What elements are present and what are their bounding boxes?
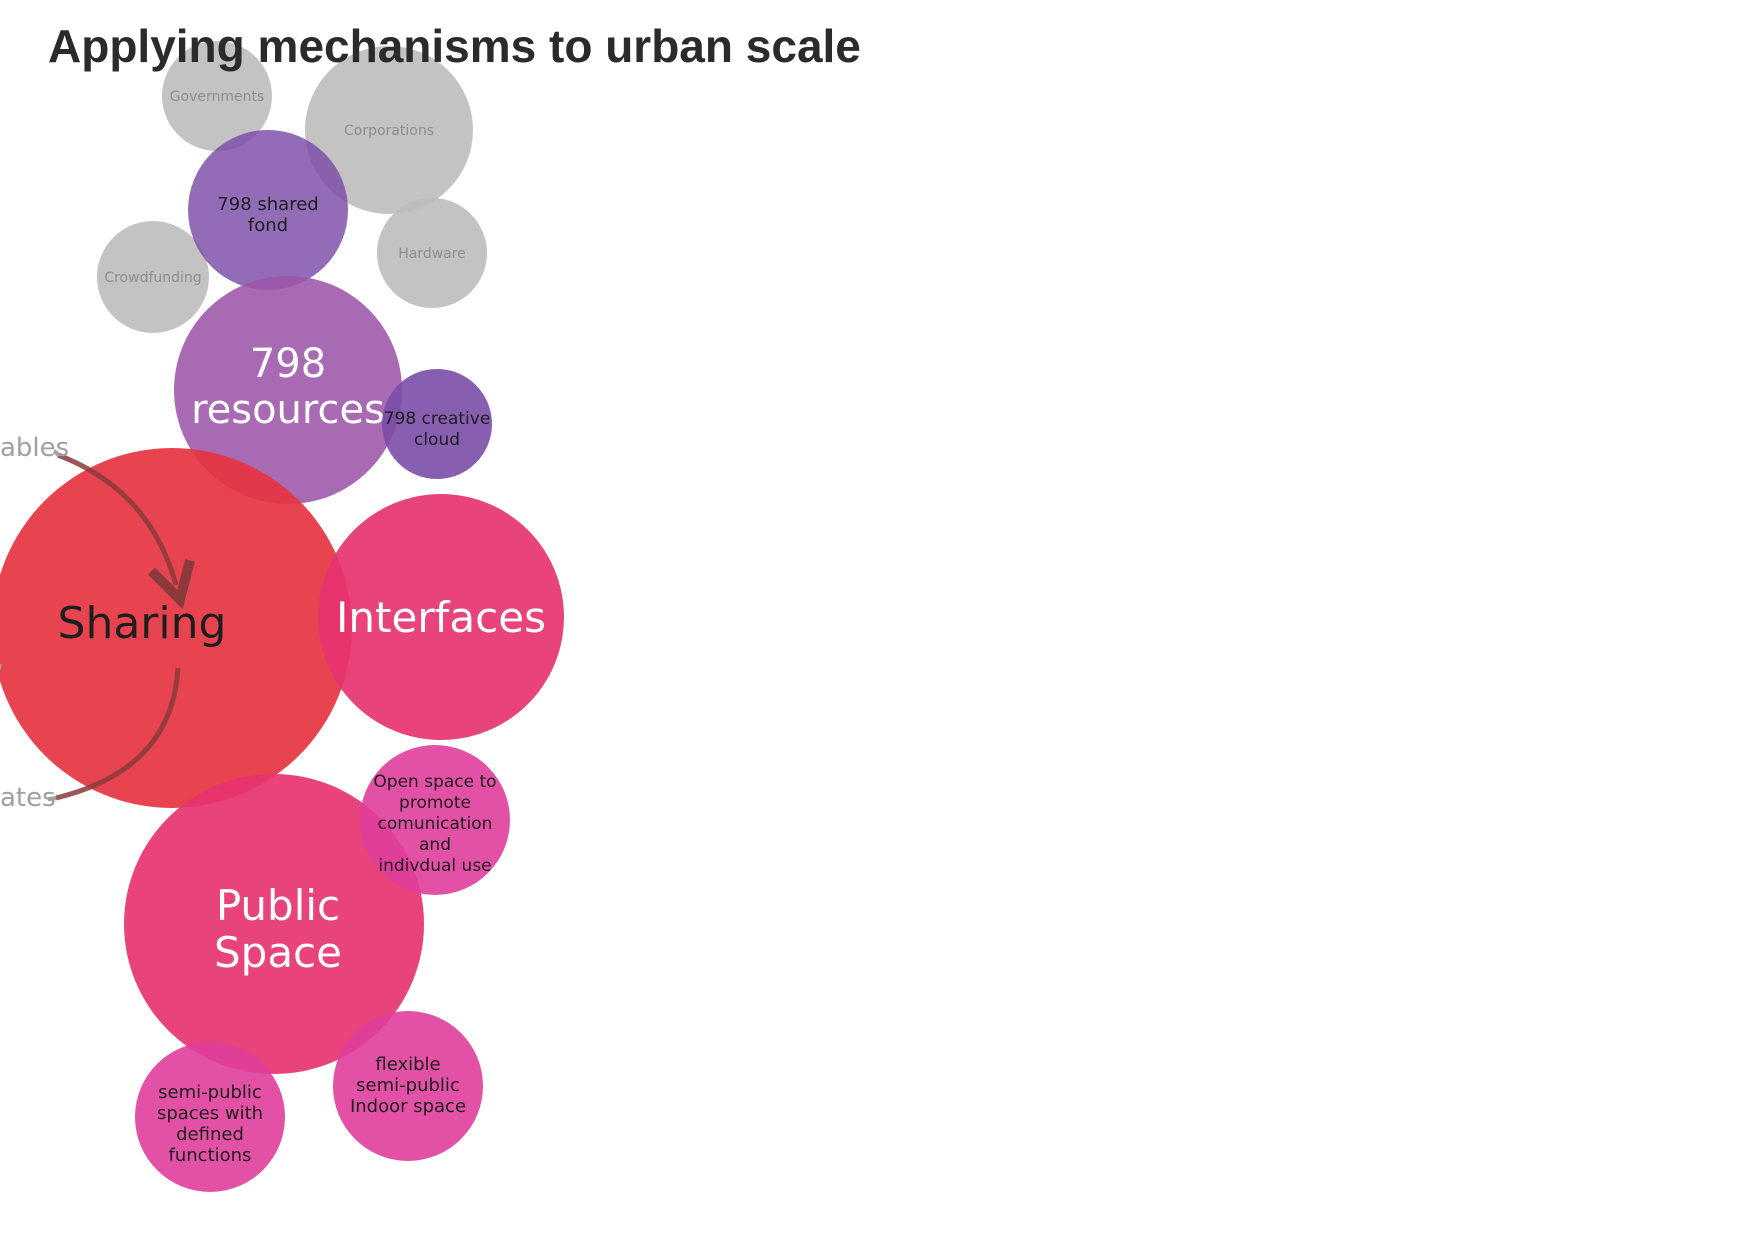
bubble-open-space: Open space to promote comunication and i… — [360, 745, 510, 895]
bubble-hardware-label: Hardware — [398, 246, 466, 262]
bubble-open-space-label-1: Open space to — [373, 772, 496, 792]
creates-arrow: ates — [0, 664, 181, 813]
bubble-798-resources-label-2: resources — [191, 387, 385, 433]
enables-arrow: ables — [0, 433, 176, 585]
bubble-crowdfunding: Crowdfunding — [97, 221, 209, 333]
edge-label-enables: ables — [0, 433, 69, 463]
bubble-flexible-label-1: flexible — [375, 1054, 440, 1075]
bubble-flexible-indoor: flexible semi-public Indoor space — [333, 1011, 483, 1161]
bubble-semi-public-defined: semi-public spaces with defined function… — [135, 1042, 285, 1192]
bubble-798-shared-fond-label-1: 798 shared — [217, 194, 318, 215]
edge-label-creates: ates — [0, 783, 56, 813]
bubble-governments: Governments — [162, 41, 272, 151]
bubble-798-creative-cloud-label-2: cloud — [414, 430, 460, 450]
bubble-hardware: Hardware — [377, 198, 487, 308]
bubble-public-space-label-1: Public — [216, 881, 340, 930]
bubble-interfaces: Interfaces — [318, 494, 564, 740]
bubble-flexible-label-3: Indoor space — [350, 1096, 466, 1117]
bubble-sharing: Sharing — [0, 448, 352, 808]
bubble-798-shared-fond-label-2: fond — [248, 215, 288, 236]
bubble-governments-label: Governments — [170, 89, 265, 105]
bubble-public-space: Public Space — [124, 774, 424, 1074]
bubble-open-space-label-4: and — [419, 835, 451, 855]
bubble-798-resources: 798 resources — [174, 276, 402, 504]
bubble-public-space-label-2: Space — [214, 928, 342, 977]
bubble-interfaces-label: Interfaces — [336, 593, 546, 642]
bubble-crowdfunding-label: Crowdfunding — [104, 270, 201, 286]
bubble-798-resources-label-1: 798 — [250, 341, 326, 387]
bubble-corporations: Corporations — [305, 46, 473, 214]
bubble-sharing-label: Sharing — [58, 598, 227, 649]
bubble-798-creative-cloud: 798 creative cloud — [382, 369, 492, 479]
bubble-corporations-label: Corporations — [344, 123, 434, 139]
bubble-semi-public-label-2: spaces with — [157, 1103, 263, 1124]
bubble-open-space-label-3: comunication — [378, 814, 493, 834]
page-title: Applying mechanisms to urban scale — [48, 20, 861, 72]
bubble-open-space-label-2: promote — [399, 793, 471, 813]
bubble-semi-public-label-4: functions — [169, 1145, 252, 1166]
bubble-798-shared-fond: 798 shared fond — [188, 130, 348, 290]
bubble-semi-public-label-3: defined — [176, 1124, 244, 1145]
bubble-semi-public-label-1: semi-public — [158, 1082, 262, 1103]
bubble-798-creative-cloud-label-1: 798 creative — [384, 409, 491, 429]
bubble-flexible-label-2: semi-public — [356, 1075, 460, 1096]
bubble-open-space-label-5: indivdual use — [378, 856, 491, 876]
